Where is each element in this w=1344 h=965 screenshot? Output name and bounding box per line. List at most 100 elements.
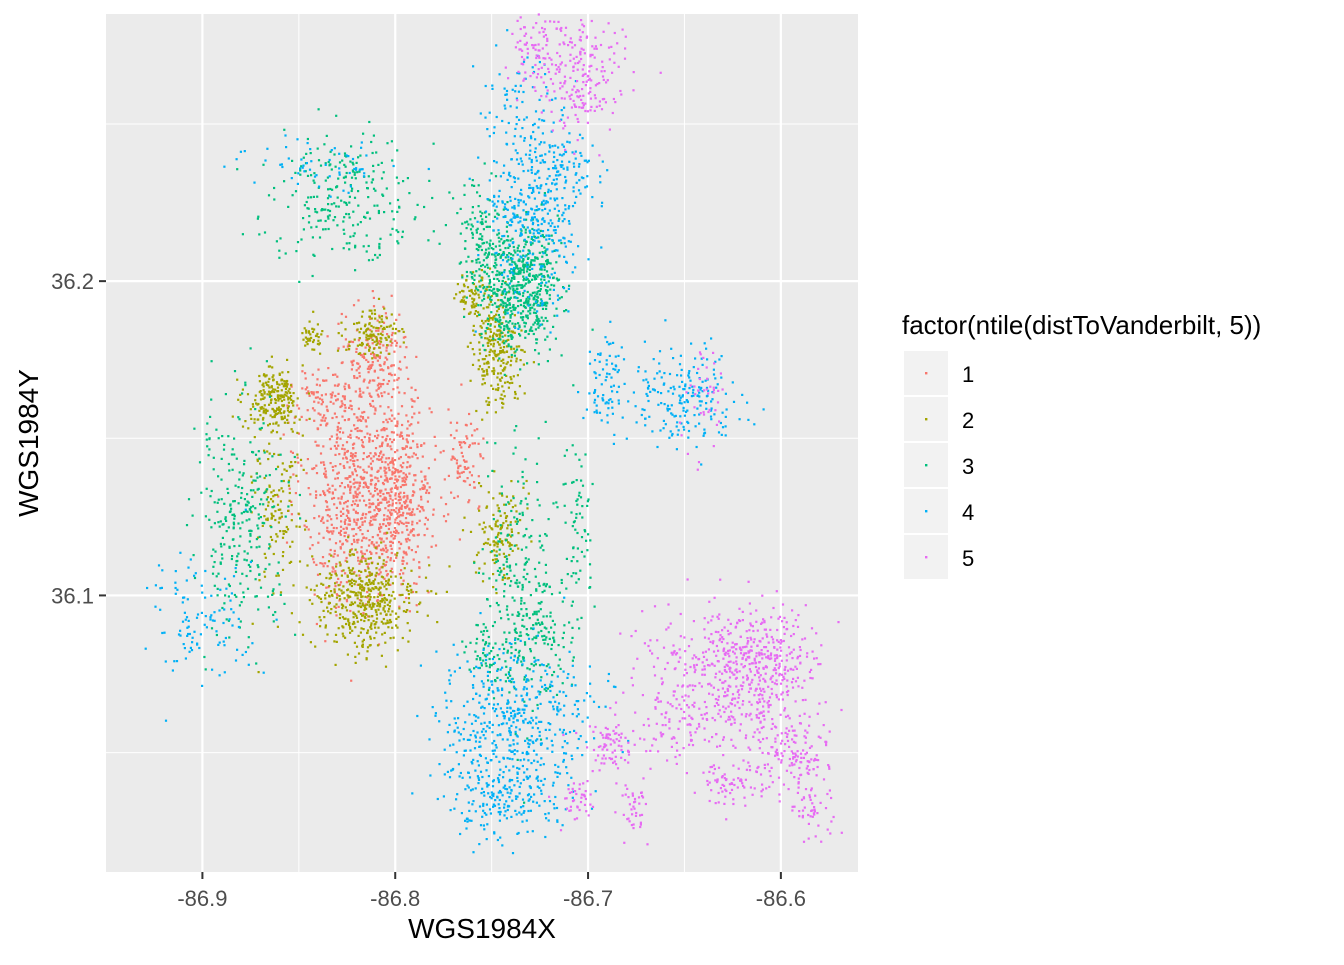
data-point — [392, 591, 394, 593]
data-point — [193, 554, 195, 556]
data-point — [358, 570, 360, 572]
data-point — [505, 256, 507, 258]
data-point — [372, 605, 374, 607]
data-point — [557, 146, 559, 148]
data-point — [243, 463, 245, 465]
data-point — [364, 553, 366, 555]
data-point — [258, 579, 260, 581]
data-point — [349, 572, 351, 574]
data-point — [579, 570, 581, 572]
data-point — [501, 492, 503, 494]
data-point — [492, 388, 494, 390]
data-point — [396, 229, 398, 231]
data-point — [505, 674, 507, 676]
data-point — [515, 521, 517, 523]
data-point — [519, 255, 521, 257]
data-point — [477, 624, 479, 626]
data-point — [358, 322, 360, 324]
data-point — [409, 630, 411, 632]
data-point — [370, 479, 372, 481]
data-point — [545, 421, 547, 423]
data-point — [379, 343, 381, 345]
data-point — [356, 369, 358, 371]
data-point — [548, 243, 550, 245]
data-point — [514, 350, 516, 352]
data-point — [382, 493, 384, 495]
data-point — [233, 545, 235, 547]
data-point — [527, 310, 529, 312]
data-point — [319, 398, 321, 400]
data-point — [488, 339, 490, 341]
data-point — [459, 476, 461, 478]
data-point — [406, 586, 408, 588]
data-point — [470, 311, 472, 313]
data-point — [217, 573, 219, 575]
data-point — [524, 290, 526, 292]
data-point — [565, 180, 567, 182]
data-point — [354, 232, 356, 234]
data-point — [488, 315, 490, 317]
data-point — [350, 591, 352, 593]
data-point — [504, 296, 506, 298]
data-point — [259, 475, 261, 477]
data-point — [578, 627, 580, 629]
data-point — [460, 441, 462, 443]
data-point — [525, 231, 527, 233]
data-point — [372, 352, 374, 354]
data-point — [317, 574, 319, 576]
data-point — [496, 306, 498, 308]
data-point — [381, 461, 383, 463]
data-point — [519, 220, 521, 222]
data-point — [483, 370, 485, 372]
data-point — [361, 344, 363, 346]
data-point — [538, 232, 540, 234]
data-point — [447, 408, 449, 410]
data-point — [377, 320, 379, 322]
data-point — [536, 323, 538, 325]
data-point — [396, 211, 398, 213]
data-point — [565, 483, 567, 485]
data-point — [354, 428, 356, 430]
data-point — [370, 483, 372, 485]
data-point — [539, 293, 541, 295]
data-point — [506, 239, 508, 241]
data-point — [319, 353, 321, 355]
data-point — [488, 401, 490, 403]
data-point — [381, 162, 383, 164]
data-point — [370, 463, 372, 465]
data-point — [497, 520, 499, 522]
data-point — [357, 560, 359, 562]
data-point — [493, 160, 495, 162]
data-point — [343, 467, 345, 469]
data-point — [357, 299, 359, 301]
data-point — [247, 588, 249, 590]
data-point — [518, 260, 520, 262]
data-point — [423, 488, 425, 490]
data-point — [307, 138, 309, 140]
data-point — [320, 419, 322, 421]
data-point — [328, 491, 330, 493]
data-point — [347, 484, 349, 486]
data-point — [493, 367, 495, 369]
data-point — [396, 421, 398, 423]
data-point — [331, 524, 333, 526]
data-point — [549, 209, 551, 211]
data-point — [512, 304, 514, 306]
data-point — [574, 202, 576, 204]
data-point — [519, 519, 521, 521]
data-point — [550, 225, 552, 227]
data-point — [428, 180, 430, 182]
data-point — [268, 404, 270, 406]
data-point — [339, 561, 341, 563]
data-point — [374, 627, 376, 629]
data-point — [257, 218, 259, 220]
data-point — [485, 249, 487, 251]
data-point — [272, 614, 274, 616]
data-point — [434, 436, 436, 438]
data-point — [406, 438, 408, 440]
data-point — [344, 407, 346, 409]
data-point — [258, 233, 260, 235]
data-point — [525, 528, 527, 530]
data-point — [549, 144, 551, 146]
data-point — [347, 450, 349, 452]
